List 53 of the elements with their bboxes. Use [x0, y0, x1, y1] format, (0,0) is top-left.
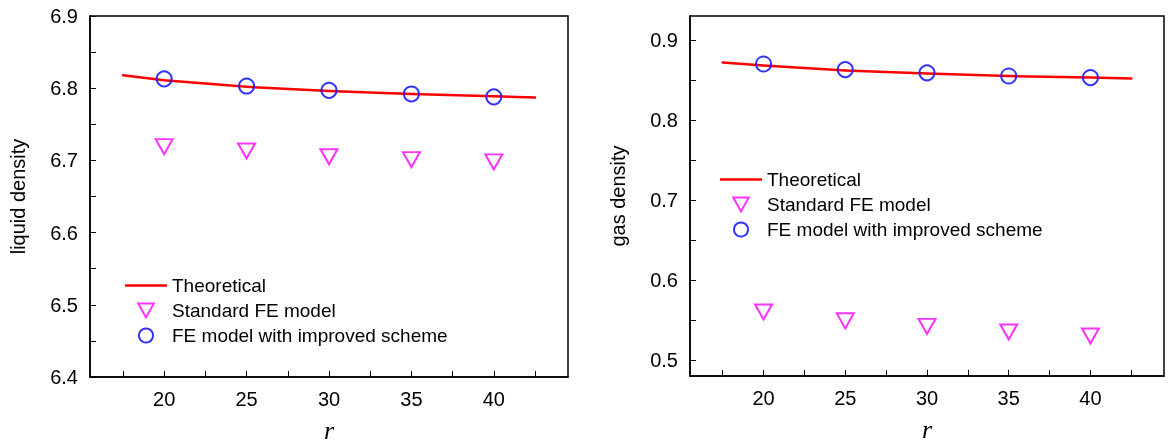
- x-tick-label: 35: [400, 388, 423, 410]
- y-tick-label: 0.9: [650, 29, 678, 51]
- x-tick-label: 25: [235, 388, 258, 410]
- point: [401, 151, 421, 169]
- y-tick-label: 6.8: [50, 77, 78, 100]
- y-tick-label: 6.4: [50, 366, 78, 388]
- x-tick-label: 20: [153, 388, 176, 410]
- point: [320, 81, 338, 99]
- x-tick-label: 40: [482, 388, 505, 410]
- point: [918, 64, 936, 82]
- point: [485, 88, 503, 106]
- point: [402, 85, 420, 103]
- point: [1081, 69, 1099, 87]
- x-tick-label: 40: [1079, 387, 1102, 409]
- y-tick-label: 6.9: [50, 5, 78, 27]
- legend-label: FE model with improved scheme: [172, 325, 448, 346]
- y-axis-title: liquid density: [7, 138, 29, 255]
- y-tick-label: 6.6: [50, 221, 78, 244]
- legend-label: FE model with improved scheme: [767, 219, 1043, 240]
- legend-label: Theoretical: [767, 169, 861, 190]
- point: [154, 138, 174, 156]
- line-series: [721, 61, 1133, 80]
- point: [999, 323, 1019, 341]
- point: [917, 317, 937, 335]
- legend-label: Theoretical: [172, 275, 266, 296]
- x-tick-label: 20: [752, 387, 775, 409]
- y-tick-label: 0.5: [650, 349, 678, 371]
- point: [1000, 67, 1018, 85]
- y-tick-label: 6.5: [50, 293, 78, 316]
- legend-label: Standard FE model: [172, 300, 336, 321]
- point: [237, 142, 257, 160]
- x-tick-label: 30: [915, 387, 939, 409]
- y-tick-label: 0.6: [650, 269, 678, 291]
- y-tick-label: 6.7: [50, 149, 78, 172]
- point: [1080, 327, 1100, 345]
- point: [754, 303, 774, 321]
- legend-label: Standard FE model: [767, 194, 931, 215]
- y-axis-title: gas density: [607, 145, 629, 247]
- point: [835, 312, 855, 330]
- point: [238, 77, 256, 95]
- point: [484, 153, 504, 171]
- point: [755, 55, 773, 73]
- point: [155, 70, 173, 88]
- x-tick-label: 25: [834, 387, 857, 409]
- x-tick-label: 30: [317, 388, 341, 410]
- y-tick-label: 0.8: [650, 109, 678, 131]
- x-tick-label: 35: [997, 387, 1020, 409]
- point: [836, 61, 854, 79]
- y-tick-label: 0.7: [650, 189, 678, 211]
- point: [319, 148, 339, 166]
- x-axis-title: r: [323, 415, 335, 445]
- x-axis-title: r: [921, 414, 933, 444]
- line-series: [121, 73, 537, 99]
